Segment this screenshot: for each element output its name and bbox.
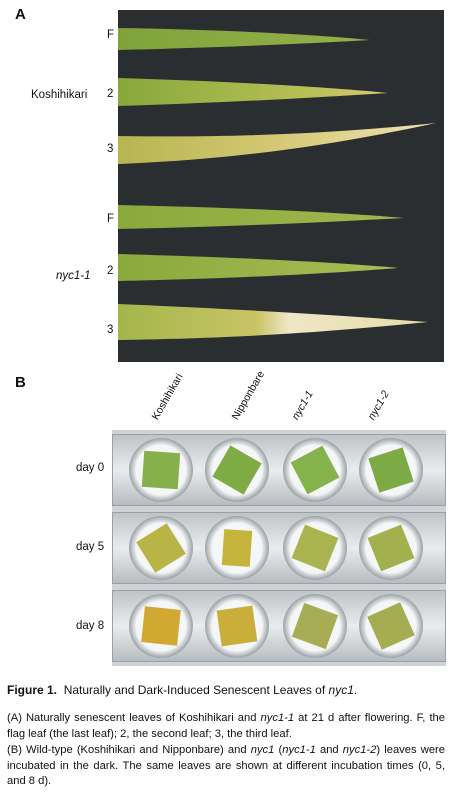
caption-a-text-end: at 21 d after flowering. F, the flag lea… bbox=[7, 712, 445, 740]
leaf-sample bbox=[367, 602, 415, 650]
well bbox=[129, 516, 193, 580]
well bbox=[359, 594, 423, 658]
leaf-nyc1-1-2 bbox=[118, 254, 398, 281]
leaf-sample bbox=[290, 445, 340, 495]
well bbox=[359, 516, 423, 580]
row-label-day-0: day 0 bbox=[76, 462, 105, 474]
caption-b-text: and bbox=[315, 744, 343, 756]
caption-title-italic: nyc1 bbox=[328, 683, 354, 697]
caption-b-text: ( bbox=[274, 744, 283, 756]
leaf-koshihikari-3 bbox=[118, 123, 436, 164]
leaf-label: F bbox=[107, 213, 115, 225]
row-label-day-8: day 8 bbox=[76, 620, 105, 632]
panel-a-letter: A bbox=[15, 6, 26, 23]
leaf-label: F bbox=[107, 29, 115, 41]
panel-a-photo bbox=[118, 10, 444, 362]
caption-paragraph-b: (B) Wild-type (Koshihikari and Nipponbar… bbox=[7, 743, 445, 790]
leaf-nyc1-1-F bbox=[118, 205, 404, 229]
caption-title-text: Naturally and Dark-Induced Senescent Lea… bbox=[63, 683, 329, 697]
caption-paragraph-a: (A) Naturally senescent leaves of Koshih… bbox=[7, 711, 445, 742]
group-label-nyc1-1: nyc1-1 bbox=[56, 270, 91, 282]
leaf-label: 2 bbox=[107, 88, 114, 100]
panel-b-letter: B bbox=[15, 374, 26, 391]
well bbox=[129, 594, 193, 658]
leaf-label: 3 bbox=[107, 324, 114, 336]
figure-label: Figure 1. bbox=[7, 683, 58, 697]
leaf-sample bbox=[212, 445, 262, 495]
caption-a-italic: nyc1-1 bbox=[260, 712, 295, 724]
leaf-sample bbox=[141, 606, 181, 646]
leaf-sample bbox=[291, 524, 339, 572]
leaf-nyc1-1-3 bbox=[118, 304, 428, 340]
caption-title-end: . bbox=[353, 683, 358, 697]
leaf-sample bbox=[221, 529, 253, 567]
well bbox=[359, 438, 423, 502]
column-label-nyc1-1: nyc1-1 bbox=[289, 388, 316, 422]
caption-b-italic: nyc1-1 bbox=[282, 744, 316, 756]
figure-caption-title: Figure 1. Naturally and Dark-Induced Sen… bbox=[7, 683, 447, 697]
caption-b-text-end: ) leaves were incubated in the dark. The… bbox=[7, 744, 445, 787]
column-label-nipponbare: Nipponbare bbox=[229, 368, 268, 422]
row-label-day-5: day 5 bbox=[76, 541, 105, 553]
well bbox=[283, 594, 347, 658]
tray-day-8 bbox=[112, 590, 446, 662]
well bbox=[205, 438, 269, 502]
tray-day-5 bbox=[112, 512, 446, 584]
column-label-koshihikari: Koshihikari bbox=[149, 371, 186, 422]
leaf-sample bbox=[368, 447, 414, 493]
well bbox=[283, 438, 347, 502]
well bbox=[129, 438, 193, 502]
leaf-label: 3 bbox=[107, 143, 114, 155]
caption-b-text: (B) Wild-type (Koshihikari and Nipponbar… bbox=[7, 744, 251, 756]
leaf-sample bbox=[367, 524, 415, 572]
tray-day-0 bbox=[112, 434, 446, 506]
leaf-sample bbox=[216, 605, 258, 647]
panel-b-photo bbox=[112, 430, 446, 666]
leaves-illustration bbox=[118, 28, 436, 340]
group-label-koshihikari: Koshihikari bbox=[31, 89, 88, 101]
well bbox=[283, 516, 347, 580]
leaf-label: 2 bbox=[107, 265, 114, 277]
leaf-sample bbox=[291, 602, 339, 650]
caption-b-italic: nyc1-2 bbox=[342, 744, 377, 756]
well bbox=[205, 594, 269, 658]
leaf-koshihikari-F bbox=[118, 28, 370, 50]
leaf-sample bbox=[141, 450, 181, 490]
leaf-sample bbox=[136, 523, 186, 573]
well bbox=[205, 516, 269, 580]
caption-b-italic: nyc1 bbox=[250, 744, 275, 756]
column-label-nyc1-2: nyc1-2 bbox=[365, 388, 392, 422]
caption-a-text: (A) Naturally senescent leaves of Koshih… bbox=[7, 712, 261, 724]
leaf-koshihikari-2 bbox=[118, 78, 388, 106]
